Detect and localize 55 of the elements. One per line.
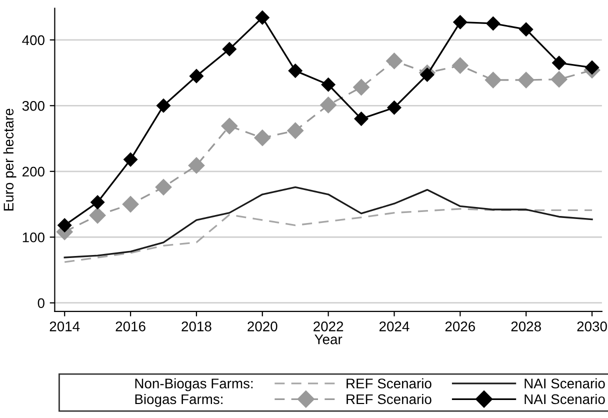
point [550,71,568,88]
point [552,56,566,70]
legend-label: NAI Scenario [524,378,605,388]
x-axis-title: Year [314,334,342,344]
point [585,60,600,75]
line-series [64,208,593,263]
point [386,52,402,70]
x-tick-label: 2030 [577,322,607,332]
point [156,98,170,113]
legend-label: REF Scenario [346,394,432,404]
x-tick-label: 2026 [445,322,476,332]
point [420,68,434,82]
point [287,122,304,139]
point [155,179,172,196]
x-tick-label: 2016 [116,322,146,332]
point [320,96,336,114]
x-tick-label: 2028 [511,322,541,332]
x-tick-label: 2022 [314,322,344,332]
point [58,218,72,232]
x-tick-label: 2024 [380,322,410,332]
legend-label: NAI Scenario [524,394,605,404]
point [221,118,238,134]
point [255,10,270,25]
point [122,196,139,212]
point [288,64,302,78]
point [353,79,370,96]
y-tick-label: 0 [38,298,44,308]
text: Non-Biogas Farms: [135,378,253,392]
point [89,207,106,224]
point [189,69,204,84]
y-tick-label: 400 [22,35,44,46]
y-tick-label: 300 [22,100,44,111]
point [188,157,205,174]
point [519,22,534,36]
x-tick-label: 2020 [248,322,278,332]
y-tick-label: 100 [22,232,44,242]
text: Biogas Farms: [135,394,222,407]
line-series [64,186,593,258]
point [387,100,402,115]
point [453,15,468,30]
point [518,72,534,88]
point [486,16,500,30]
point [254,130,271,146]
point [222,42,236,56]
x-tick-label: 2014 [50,322,80,332]
legend-label: REF Scenario [346,378,432,388]
point [321,78,336,92]
point [452,57,468,74]
point [484,72,502,88]
point [124,152,138,167]
y-axis-title: Euro per hectare [3,108,16,210]
point [90,195,105,210]
x-tick-label: 2018 [182,322,212,332]
y-tick-label: 200 [22,166,44,177]
point [354,112,368,126]
